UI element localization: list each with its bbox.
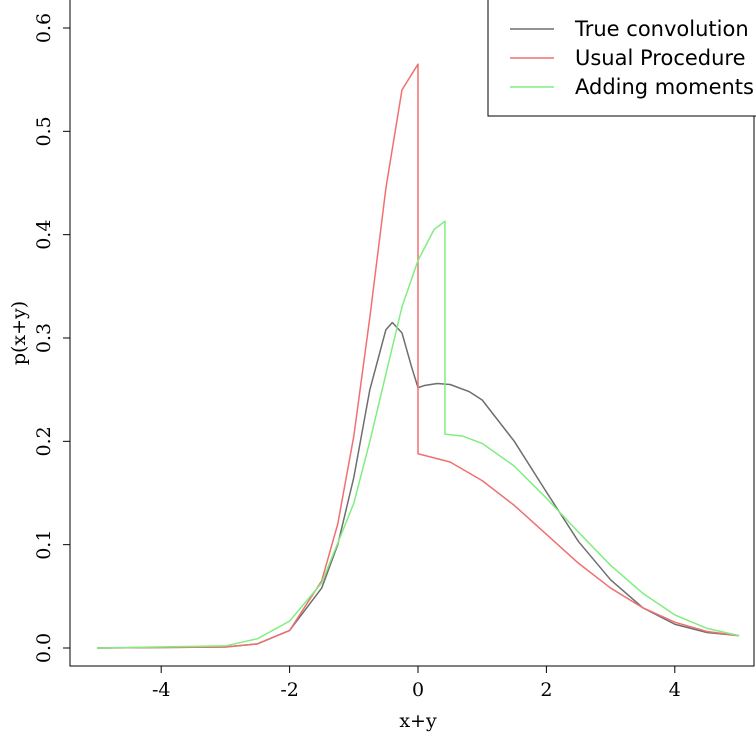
x-tick-label: -4: [152, 679, 171, 701]
legend-label: Usual Procedure: [575, 46, 746, 70]
x-tick-label: 4: [669, 679, 681, 701]
y-axis-title: p(x+y): [8, 301, 30, 365]
y-tick-label: 0.6: [33, 13, 55, 43]
x-tick-label: 0: [412, 679, 424, 701]
x-axis: -4 -2 0 2 4: [152, 666, 681, 701]
legend: True convolution Usual Procedure Adding mo…: [487, 0, 756, 117]
y-tick-label: 0.4: [33, 220, 55, 250]
y-axis: 0.0 0.1 0.2 0.3 0.4 0.5 0.6: [33, 13, 70, 663]
series-line-2: [96, 63, 740, 649]
x-tick-label: -2: [280, 679, 299, 701]
legend-label: True convolution: [574, 17, 749, 41]
series-line-1: [96, 321, 740, 649]
series-layer: [96, 63, 740, 649]
y-tick-label: 0.2: [33, 426, 55, 456]
y-tick-label: 0.1: [33, 530, 55, 560]
y-tick-label: 0.0: [33, 633, 55, 663]
legend-label: Adding moments: [575, 75, 754, 99]
y-tick-label: 0.5: [33, 116, 55, 146]
y-tick-label: 0.3: [33, 323, 55, 353]
plot-border: [69, 0, 755, 667]
x-axis-title: x+y: [399, 710, 437, 732]
series-line-3: [96, 220, 740, 649]
x-tick-label: 2: [540, 679, 552, 701]
